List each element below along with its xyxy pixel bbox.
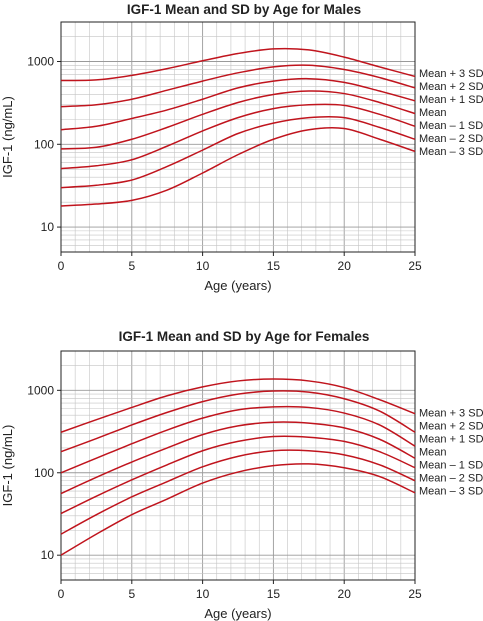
legend-label: Mean – 2 SD: [419, 133, 483, 145]
legend-label: Mean – 1 SD: [419, 120, 483, 132]
grid: [61, 351, 415, 580]
plot-frame: [60, 21, 416, 253]
y-tick-label: 1000: [27, 55, 54, 69]
series-line-2: [60, 405, 416, 474]
chart-panel-females: IGF-1 Mean and SD by Age for Females 0 5 10…: [0, 329, 483, 621]
x-tick-label: 15: [267, 259, 281, 273]
series-line-1: [60, 390, 416, 453]
legend-label: Mean – 3 SD: [419, 146, 483, 158]
series-line-4: [60, 435, 416, 515]
series-line-5: [60, 449, 416, 535]
legend-label: Mean + 2 SD: [419, 81, 483, 93]
y-tick-label: 10: [41, 548, 55, 562]
x-tick-label: 10: [196, 587, 210, 601]
y-tick-label: 100: [34, 137, 54, 151]
x-tick-label: 5: [128, 587, 135, 601]
series-line-6: [60, 126, 416, 207]
chart-title: IGF-1 Mean and SD by Age for Females: [119, 329, 370, 344]
y-tick-label: 10: [41, 220, 55, 234]
series-line-5: [60, 115, 416, 189]
x-tick-label: 25: [408, 587, 422, 601]
x-tick-label: 10: [196, 259, 210, 273]
legend-label: Mean + 1 SD: [419, 94, 483, 106]
y-axis-label: IGF-1 (ng/mL): [0, 425, 15, 507]
legend-label: Mean – 1 SD: [419, 459, 483, 471]
series-line-3: [60, 421, 416, 495]
x-axis-label: Age (years): [204, 278, 271, 293]
y-tick-label: 100: [34, 466, 54, 480]
legend-label: Mean – 3 SD: [419, 485, 483, 497]
series-line-1: [60, 64, 416, 108]
series-line-0: [60, 378, 416, 433]
series-line-4: [60, 103, 416, 170]
x-tick-label: 15: [267, 587, 281, 601]
x-tick-label: 25: [408, 259, 422, 273]
legend-label: Mean – 2 SD: [419, 472, 483, 484]
series-lines: [60, 47, 416, 207]
x-tick-label: 0: [58, 259, 65, 273]
legend-label: Mean + 2 SD: [419, 420, 483, 432]
legend-label: Mean + 1 SD: [419, 433, 483, 445]
chart-panel-males: IGF-1 Mean and SD by Age for Males 0 5 10 15…: [0, 2, 483, 293]
grid: [61, 22, 415, 252]
series-line-2: [60, 77, 416, 131]
legend-label: Mean + 3 SD: [419, 68, 483, 80]
x-tick-label: 5: [128, 259, 135, 273]
series-line-6: [60, 463, 416, 556]
y-tick-label: 1000: [27, 383, 54, 397]
y-axis-label: IGF-1 (ng/mL): [0, 96, 15, 178]
legend-label: Mean: [419, 107, 447, 119]
chart-title: IGF-1 Mean and SD by Age for Males: [127, 2, 361, 17]
plot-frame: [60, 350, 416, 581]
x-tick-label: 0: [58, 587, 65, 601]
series-line-3: [60, 90, 416, 150]
x-tick-label: 20: [338, 587, 352, 601]
x-axis-label: Age (years): [204, 606, 271, 621]
legend-label: Mean: [419, 446, 447, 458]
legend-label: Mean + 3 SD: [419, 407, 483, 419]
series-line-0: [60, 47, 416, 82]
series-lines: [60, 378, 416, 556]
x-tick-label: 20: [338, 259, 352, 273]
